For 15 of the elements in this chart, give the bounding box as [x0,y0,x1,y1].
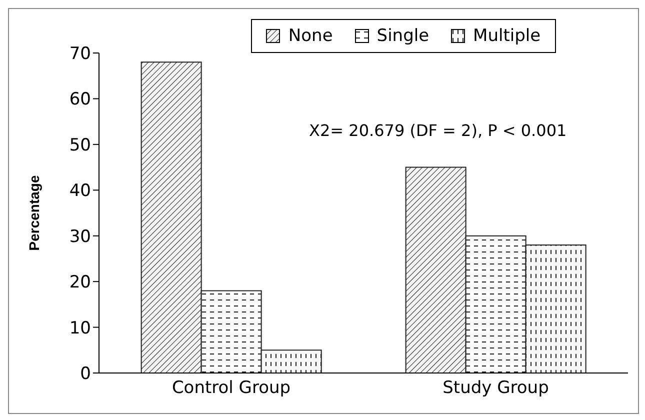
y-tick-label: 70 [69,44,91,64]
x-tick-label: Control Group [172,378,291,398]
legend-label: Single [376,26,430,46]
x-tick-label: Study Group [442,378,549,398]
legend-label: None [287,26,333,46]
y-tick-label: 10 [69,318,91,338]
y-tick-label: 50 [69,135,91,156]
annotation: X2= 20.679 (DF = 2), P < 0.001 [309,121,567,140]
y-tick-label: 30 [69,226,91,247]
y-tick-label: 40 [69,181,91,202]
y-tick-label: 60 [69,90,91,110]
y-tick-label: 20 [69,272,91,293]
legend-label: Multiple [472,26,541,46]
y-tick-label: 0 [80,364,91,384]
y-axis-title: Percentage [26,175,42,251]
